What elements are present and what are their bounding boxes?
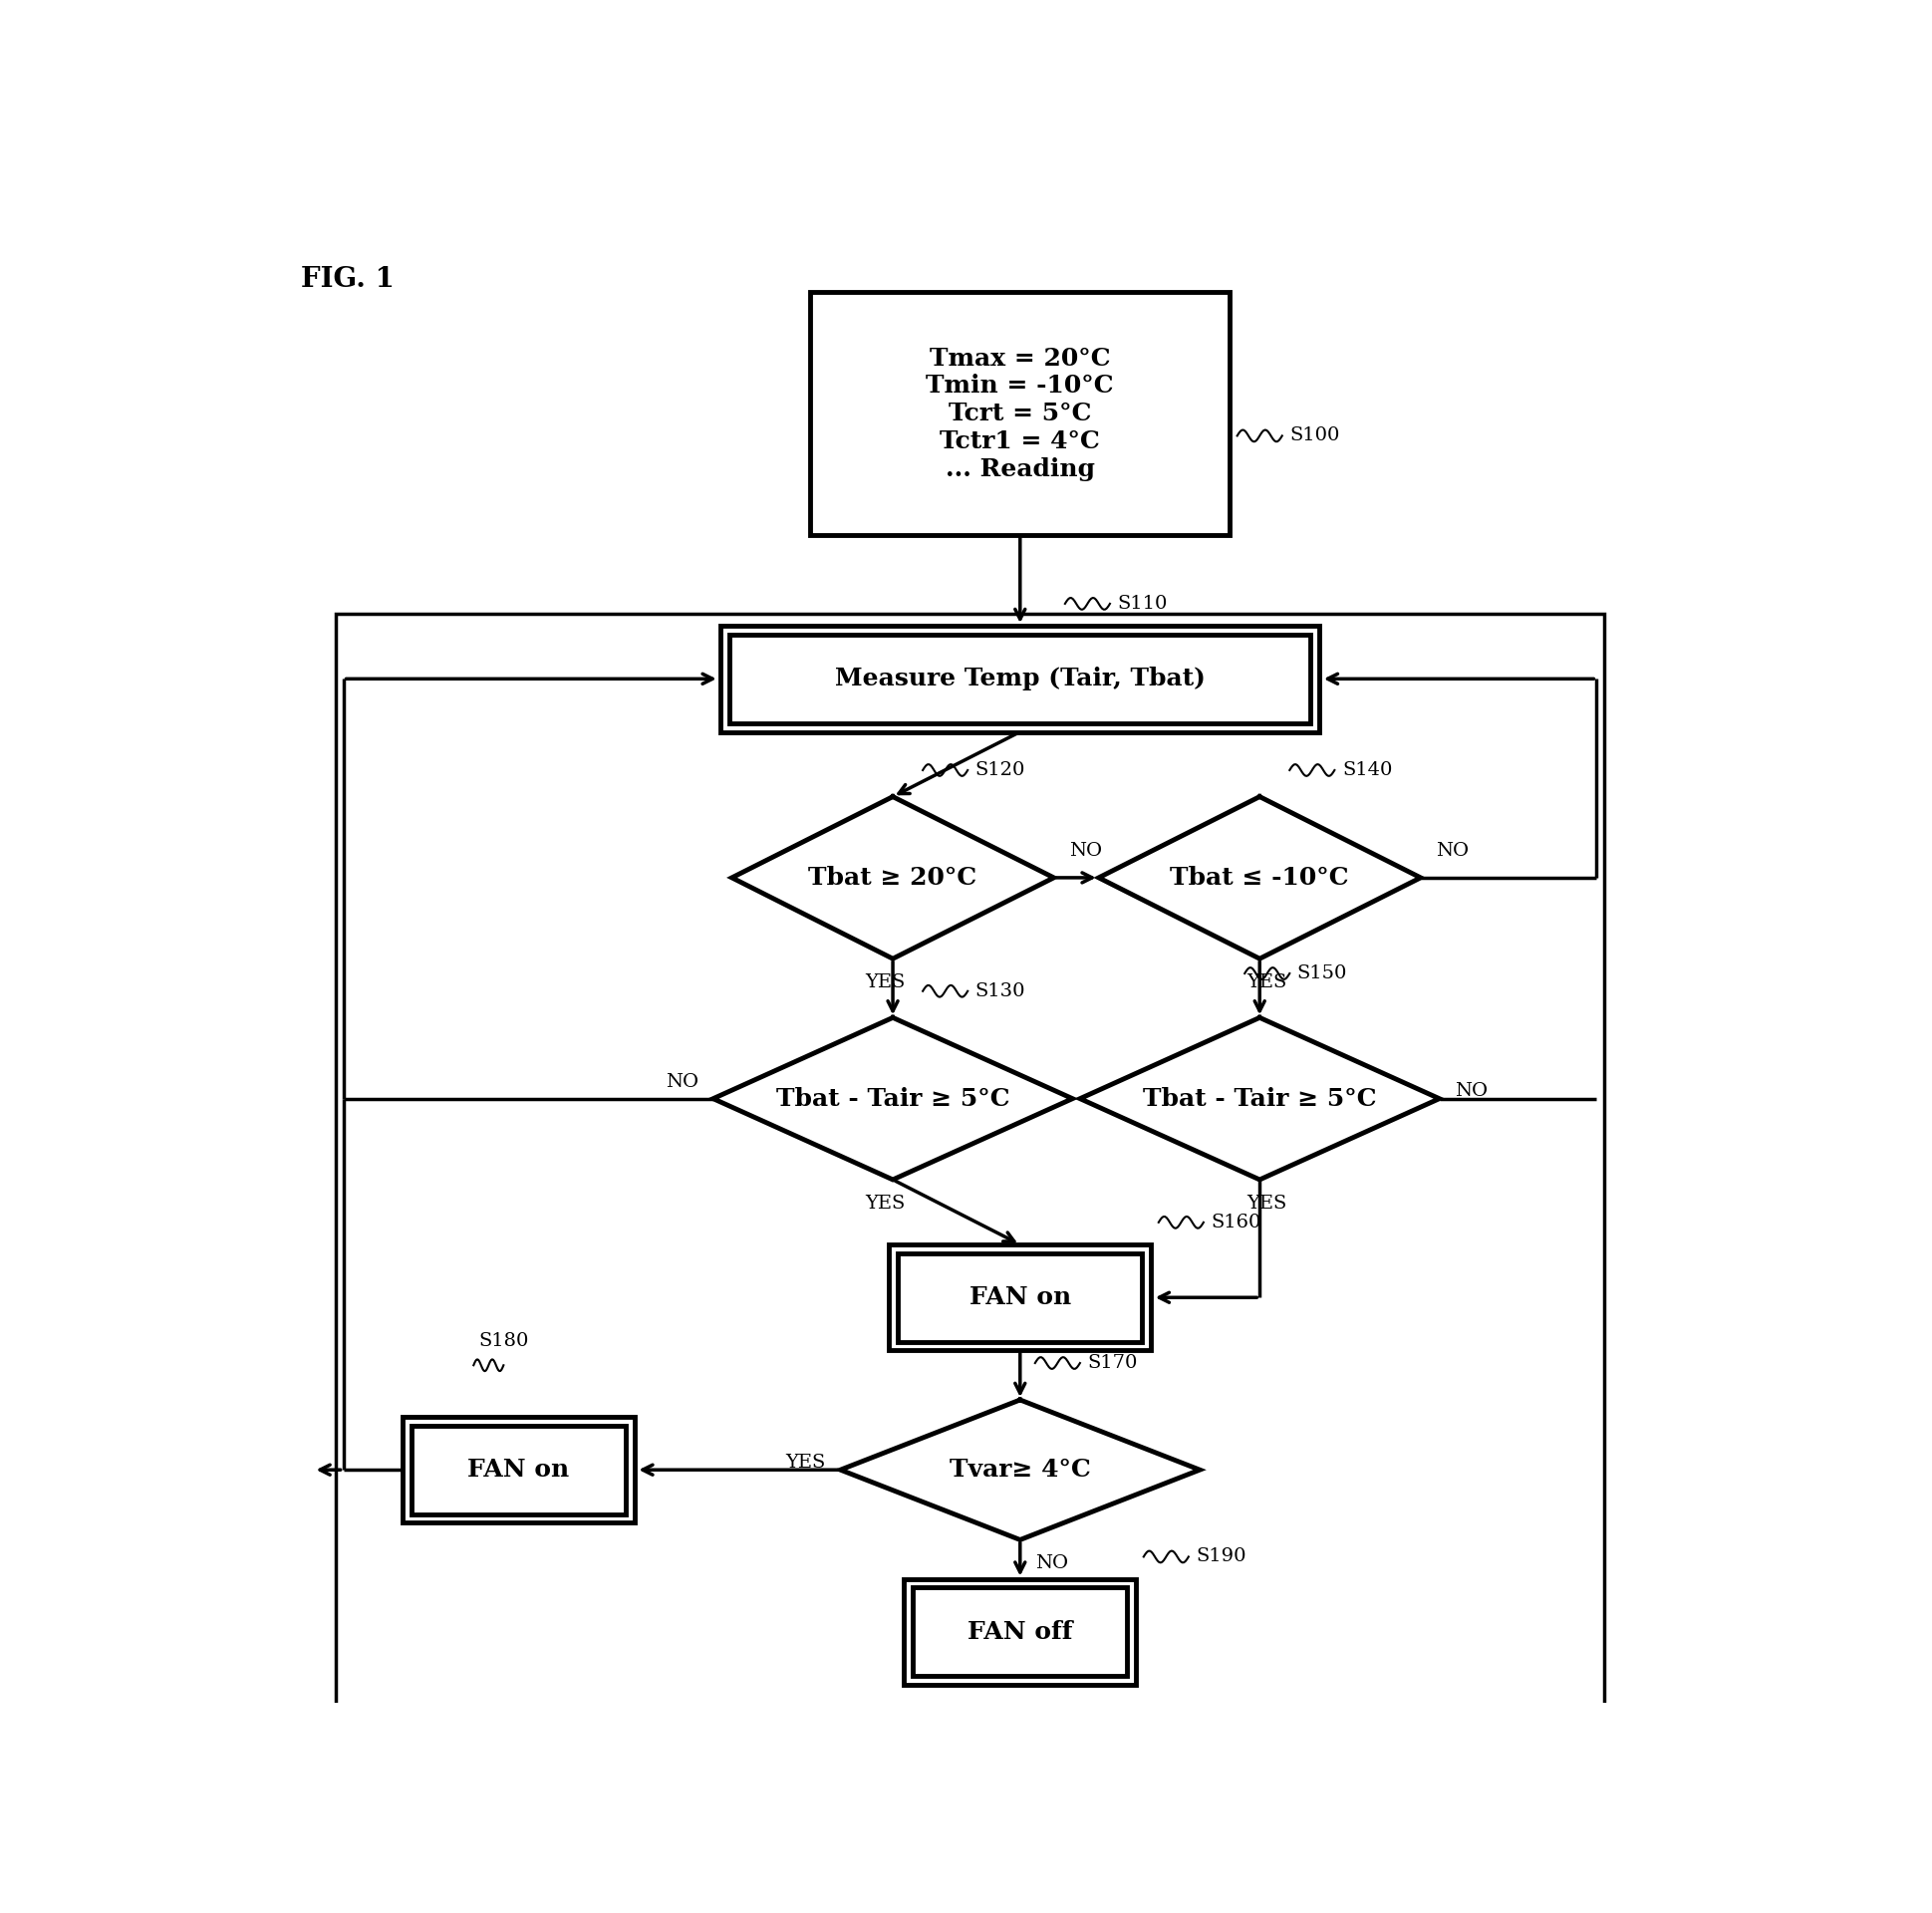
Text: NO: NO [665, 1073, 697, 1090]
Text: NO: NO [1068, 842, 1101, 861]
Text: S140: S140 [1343, 761, 1393, 779]
Polygon shape [732, 796, 1053, 958]
Text: Tbat - Tair ≥ 5°C: Tbat - Tair ≥ 5°C [777, 1087, 1010, 1111]
Text: Measure Temp (Tair, Tbat): Measure Temp (Tair, Tbat) [835, 668, 1206, 691]
Bar [721, 626, 1320, 733]
Text: FIG. 1: FIG. 1 [301, 266, 394, 293]
Text: Tbat - Tair ≥ 5°C: Tbat - Tair ≥ 5°C [1142, 1087, 1378, 1111]
Text: Tmax = 20°C
Tmin = -10°C
Tcrt = 5°C
Tctr1 = 4°C
... Reading: Tmax = 20°C Tmin = -10°C Tcrt = 5°C Tctr… [925, 346, 1115, 480]
Text: S190: S190 [1196, 1548, 1246, 1565]
Bar [889, 1245, 1151, 1351]
Text: YES: YES [866, 1194, 906, 1213]
Text: S160: S160 [1211, 1213, 1262, 1232]
Text: YES: YES [866, 974, 906, 991]
Text: S110: S110 [1117, 595, 1167, 612]
Bar [898, 1253, 1142, 1341]
Text: S180: S180 [479, 1333, 529, 1351]
Text: S100: S100 [1291, 427, 1339, 444]
Text: FAN on: FAN on [468, 1458, 570, 1483]
Bar [914, 1588, 1126, 1676]
Text: YES: YES [1246, 974, 1287, 991]
Text: YES: YES [784, 1454, 825, 1471]
Text: FAN off: FAN off [968, 1620, 1072, 1643]
Text: FAN on: FAN on [970, 1286, 1070, 1308]
Text: NO: NO [1435, 842, 1468, 861]
Polygon shape [1080, 1018, 1439, 1180]
Text: S170: S170 [1088, 1354, 1138, 1372]
Polygon shape [840, 1400, 1200, 1540]
Text: S150: S150 [1296, 964, 1347, 983]
Bar [904, 1578, 1136, 1685]
Text: S120: S120 [976, 761, 1026, 779]
Polygon shape [713, 1018, 1072, 1180]
Text: YES: YES [1246, 1194, 1287, 1213]
Text: Tvar≥ 4°C: Tvar≥ 4°C [949, 1458, 1092, 1483]
Text: NO: NO [1455, 1083, 1488, 1100]
Text: Tbat ≥ 20°C: Tbat ≥ 20°C [808, 867, 978, 890]
Polygon shape [1099, 796, 1420, 958]
Bar [811, 293, 1231, 536]
Text: S130: S130 [976, 981, 1026, 1000]
Bar [336, 614, 1604, 1706]
Text: Tbat ≤ -10°C: Tbat ≤ -10°C [1171, 867, 1349, 890]
Text: NO: NO [1036, 1555, 1068, 1572]
Bar [730, 635, 1310, 723]
Bar [412, 1425, 626, 1513]
Bar [402, 1418, 634, 1523]
